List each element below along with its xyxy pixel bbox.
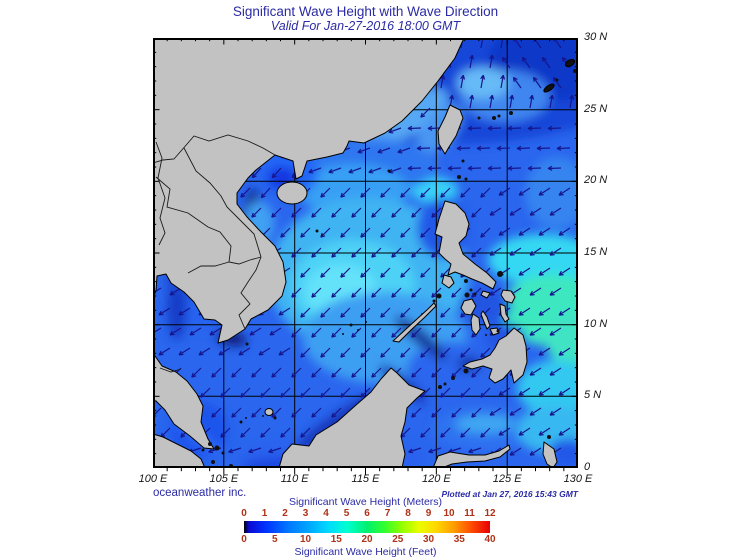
legend-meters-tick: 7 [384,508,391,519]
land-sumatra [153,433,206,468]
wave-map-container [153,38,578,476]
land-taiwan [437,104,464,155]
land-negros [470,313,481,336]
legend-meters-tick: 5 [343,508,350,519]
land-cebu [480,310,491,330]
legend-meters-label: Significant Wave Height (Meters) [288,496,443,508]
land-masbate [480,290,491,299]
island-okinawa [543,83,555,93]
land-bohol [489,327,500,336]
land-mindoro [441,274,455,289]
land-luzon [434,200,497,290]
land-borneo [278,367,426,468]
legend-meters-tick: 3 [302,508,309,519]
valid-time-subtitle: Valid For Jan-27-2016 18:00 GMT [270,19,461,33]
legend-feet-tick: 10 [299,534,312,545]
legend-meters-tick: 10 [443,508,455,519]
legend-feet-tick: 35 [453,534,465,545]
legend-meters-tick: 2 [282,508,288,519]
y-axis-label: 30 N [584,31,608,43]
land-palawan [392,302,437,343]
landmasses [153,38,558,468]
x-axis-label: 110 E [280,473,309,485]
y-axis-label: 0 [584,461,591,473]
land-asia-mainland [153,38,465,450]
x-axis-label: 115 E [351,473,380,485]
legend-meters-tick: 1 [261,508,268,519]
page-title: Significant Wave Height with Wave Direct… [232,4,499,19]
x-axis-label: 130 E [563,473,593,485]
y-axis-label: 5 N [584,389,602,402]
country-borders [153,134,276,373]
legend-feet-tick: 30 [422,534,435,545]
land-sulawesi [432,444,511,468]
island-hainan [276,181,308,205]
legend-meters-tick: 12 [484,508,496,519]
wave-height-colorbar [244,521,490,533]
legend-feet-tick: 0 [241,534,247,545]
legend-feet-tick: 40 [484,534,496,545]
y-axis-label: 25 N [584,102,608,115]
x-axis-label: 105 E [209,473,239,485]
legend-meters-tick: 8 [405,508,411,519]
island-natuna [264,408,274,416]
island-amami [564,58,576,68]
land-leyte [499,303,510,323]
land-halmahera [542,441,558,468]
legend-meters-tick: 4 [323,508,329,519]
oceanweather-credit: oceanweather inc. [153,487,247,499]
land-mindanao [462,327,528,384]
legend-meters-tick: 11 [464,508,475,519]
legend-feet-tick: 15 [330,534,342,545]
x-axis-label: 120 E [421,473,451,485]
legend-feet-tick: 5 [271,534,278,545]
legend-meters-tick: 0 [241,508,247,519]
map-frame [153,38,578,468]
land-samar [500,289,516,304]
x-axis-label: 100 E [138,473,168,485]
legend-meters-tick: 9 [425,508,432,519]
legend-meters-tick: 6 [364,508,370,519]
legend-feet-tick: 25 [392,534,404,545]
y-axis-label: 20 N [584,174,608,187]
y-axis-label: 10 N [584,317,608,330]
map-layers [153,38,578,468]
plotted-timestamp: Plotted at Jan 27, 2016 15:43 GMT [441,489,578,499]
wave-height-map [153,38,578,475]
y-axis-label: 15 N [584,246,608,258]
legend-feet-tick: 20 [361,534,373,545]
x-axis-label: 125 E [492,473,522,485]
legend-feet-label: Significant Wave Height (Feet) [294,546,437,558]
land-panay [460,298,477,316]
